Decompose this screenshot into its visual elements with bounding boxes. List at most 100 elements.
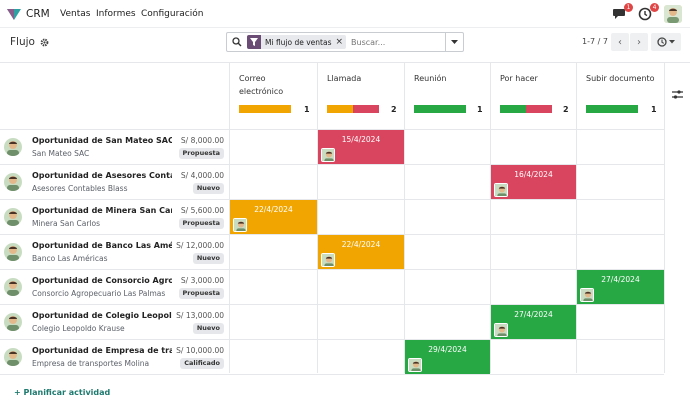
column-count: 1 bbox=[304, 105, 310, 114]
row-divider bbox=[0, 164, 664, 165]
progress-segment bbox=[500, 105, 526, 113]
column-divider bbox=[317, 62, 318, 373]
column-header[interactable]: Subir documento 1 bbox=[576, 62, 664, 129]
opportunity-amount: S/ 8,000.00 bbox=[180, 136, 224, 145]
progress-segment bbox=[353, 105, 379, 113]
column-progress-bar bbox=[239, 105, 291, 113]
progress-segment bbox=[586, 105, 638, 113]
progress-segment bbox=[327, 105, 353, 113]
clock-icon[interactable]: 4 bbox=[638, 3, 659, 21]
activity-cell[interactable]: 22/4/2024 bbox=[230, 200, 317, 234]
column-divider bbox=[404, 62, 405, 373]
opportunity-name[interactable]: Oportunidad de Colegio Leopoldo … bbox=[32, 311, 172, 320]
activity-date: 22/4/2024 bbox=[254, 205, 293, 214]
chevron-down-icon[interactable] bbox=[445, 33, 463, 51]
column-title-line: electrónico bbox=[239, 87, 284, 96]
progress-segment bbox=[526, 105, 552, 113]
pager-previous-button[interactable]: ‹ bbox=[611, 33, 629, 51]
avatar[interactable] bbox=[4, 243, 22, 261]
gear-icon[interactable] bbox=[40, 38, 49, 47]
column-title: Llamada bbox=[327, 72, 361, 85]
column-header[interactable]: Correo electrónico 1 bbox=[229, 62, 317, 129]
close-icon[interactable]: × bbox=[335, 37, 344, 47]
search-facet: Mi flujo de ventas × bbox=[247, 35, 347, 49]
opportunity-company: Banco Las Américas bbox=[32, 254, 108, 263]
opportunity-company: Colegio Leopoldo Krause bbox=[32, 324, 125, 333]
row-divider bbox=[0, 304, 664, 305]
search-bar: Mi flujo de ventas × bbox=[226, 32, 464, 52]
progress-segment bbox=[414, 105, 466, 113]
avatar[interactable] bbox=[4, 208, 22, 226]
user-avatar[interactable] bbox=[664, 5, 682, 23]
chat-icon[interactable]: 1 bbox=[612, 3, 633, 21]
plan-activity-button[interactable]: + Planificar actividad bbox=[14, 388, 111, 397]
column-header[interactable]: Llamada 2 bbox=[317, 62, 404, 129]
row-divider bbox=[0, 199, 664, 200]
row-divider bbox=[0, 374, 664, 375]
column-header[interactable]: Por hacer 2 bbox=[490, 62, 576, 129]
activity-cell[interactable]: 29/4/2024 bbox=[405, 340, 490, 374]
opportunity-amount: S/ 5,600.00 bbox=[180, 206, 224, 215]
activity-date: 27/4/2024 bbox=[601, 275, 640, 284]
app-name[interactable]: CRM bbox=[26, 8, 50, 20]
breadcrumb: Flujo bbox=[10, 36, 49, 48]
activity-cell[interactable]: 16/4/2024 bbox=[491, 165, 576, 199]
column-divider bbox=[490, 62, 491, 373]
activity-cell[interactable]: 22/4/2024 bbox=[318, 235, 404, 269]
column-count: 1 bbox=[477, 105, 483, 114]
page-title: Flujo bbox=[10, 36, 35, 48]
activity-cell[interactable]: 15/4/2024 bbox=[318, 130, 404, 164]
crm-logo-icon[interactable] bbox=[6, 7, 22, 21]
opportunity-name[interactable]: Oportunidad de Banco Las Américas bbox=[32, 241, 172, 250]
column-title-line: Correo bbox=[239, 74, 266, 83]
column-progress-bar bbox=[586, 105, 638, 113]
pager-value[interactable]: 1-7 / 7 bbox=[582, 37, 608, 46]
activity-date: 22/4/2024 bbox=[341, 240, 381, 249]
pager-next-button[interactable]: › bbox=[630, 33, 648, 51]
row-divider bbox=[0, 234, 664, 235]
activity-view-icon[interactable] bbox=[651, 33, 681, 51]
column-title-line: Reunión bbox=[414, 74, 447, 83]
avatar bbox=[408, 358, 422, 372]
opportunity-name[interactable]: Oportunidad de Minera San Carlos bbox=[32, 206, 172, 215]
avatar[interactable] bbox=[4, 173, 22, 191]
column-title-line: Por hacer bbox=[500, 74, 538, 83]
opportunity-name[interactable]: Oportunidad de Asesores Contables… bbox=[32, 171, 172, 180]
column-title: Reunión bbox=[414, 72, 446, 85]
avatar[interactable] bbox=[4, 278, 22, 296]
avatar[interactable] bbox=[4, 313, 22, 331]
column-progress-bar bbox=[500, 105, 552, 113]
top-navbar: CRM Ventas Informes Configuración 1 4 bbox=[0, 0, 690, 28]
menu-informes[interactable]: Informes bbox=[96, 9, 136, 19]
activities-badge: 4 bbox=[650, 3, 659, 12]
activity-grid bbox=[0, 62, 690, 373]
avatar bbox=[321, 148, 335, 162]
stage-badge: Nuevo bbox=[192, 253, 224, 264]
menu-configuracion[interactable]: Configuración bbox=[141, 9, 204, 19]
activity-date: 27/4/2024 bbox=[514, 310, 553, 319]
opportunity-name[interactable]: Oportunidad de Consorcio Agropec… bbox=[32, 276, 172, 285]
menu-ventas[interactable]: Ventas bbox=[60, 9, 91, 19]
opportunity-company: San Mateo SAC bbox=[32, 149, 90, 158]
search-icon[interactable] bbox=[227, 33, 247, 51]
facet-label: Mi flujo de ventas bbox=[265, 37, 332, 47]
column-title-line: Llamada bbox=[327, 74, 362, 83]
opportunity-company: Minera San Carlos bbox=[32, 219, 100, 228]
activity-cell[interactable]: 27/4/2024 bbox=[491, 305, 576, 339]
avatar[interactable] bbox=[4, 138, 22, 156]
sliders-icon[interactable] bbox=[672, 90, 683, 101]
stage-badge: Propuesta bbox=[178, 288, 224, 299]
avatar bbox=[494, 323, 508, 337]
column-divider bbox=[664, 62, 665, 373]
avatar bbox=[580, 288, 594, 302]
opportunity-name[interactable]: Oportunidad de Empresa de transp… bbox=[32, 346, 172, 355]
messages-badge: 1 bbox=[624, 3, 633, 12]
column-header[interactable]: Reunión 1 bbox=[404, 62, 490, 129]
opportunity-name[interactable]: Oportunidad de San Mateo SAC bbox=[32, 136, 172, 145]
search-input[interactable] bbox=[351, 37, 422, 47]
activity-cell[interactable]: 27/4/2024 bbox=[577, 270, 664, 304]
avatar[interactable] bbox=[4, 348, 22, 366]
avatar bbox=[494, 183, 508, 197]
column-title: Correo electrónico bbox=[239, 72, 283, 98]
opportunity-amount: S/ 4,000.00 bbox=[180, 171, 224, 180]
